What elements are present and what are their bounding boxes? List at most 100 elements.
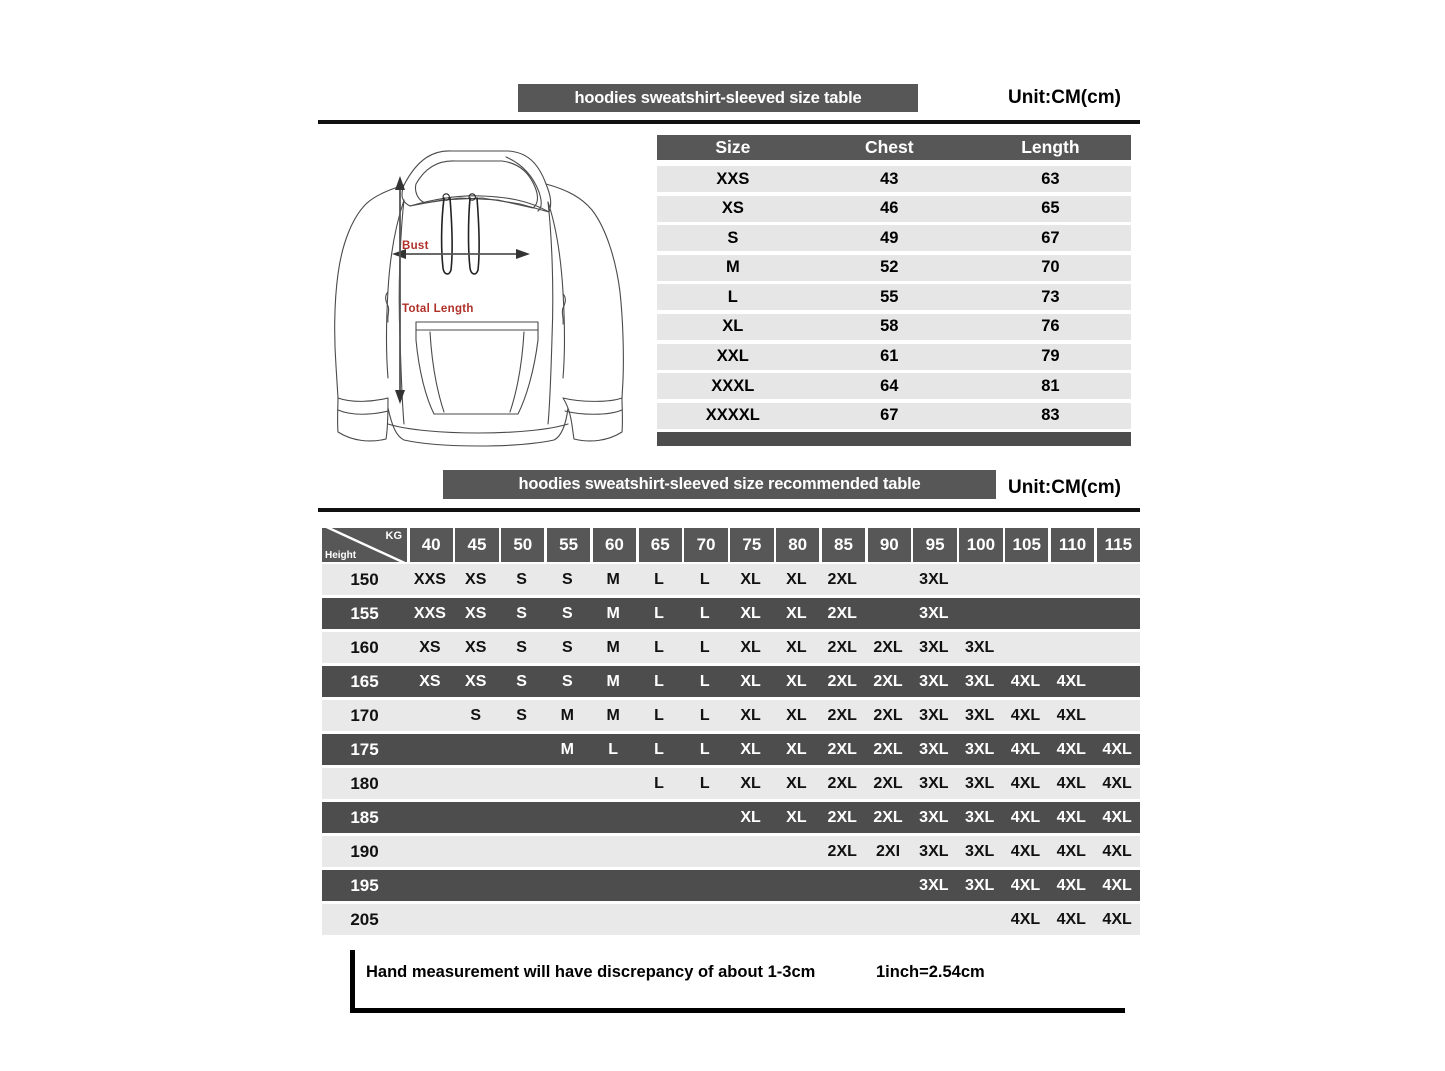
size-cell: 2XL <box>873 638 903 656</box>
size-cell: L <box>654 570 664 588</box>
size-cell: XL <box>740 774 761 792</box>
size-cell: S <box>562 570 573 588</box>
size-cell: 4XL <box>1056 706 1086 724</box>
corner-label-kg: KG <box>385 530 403 542</box>
size-cell: XL <box>740 570 761 588</box>
size-cell: 2XI <box>876 842 901 860</box>
size-cell: 4XL <box>1102 774 1132 792</box>
chest-cell: 64 <box>880 376 899 395</box>
size-cell: 2XL <box>873 808 903 826</box>
size-cell: 3XL <box>919 808 949 826</box>
size-cell: 3XL <box>964 740 995 758</box>
size-cell: L <box>654 672 664 690</box>
size-cell: 2XL <box>827 740 857 758</box>
recommended-row: 160 XS XS S S M L L XL XL 2XL 2XL 3XL 3XL <box>322 632 1140 663</box>
size-cell: XXXL <box>711 376 755 395</box>
section1-unit-label: Unit:CM(cm) <box>1008 87 1121 108</box>
weight-header-85: 85 <box>821 528 866 562</box>
size-cell: XL <box>740 706 761 724</box>
size-cell: 4XL <box>1056 808 1086 826</box>
section2-title-bar: hoodies sweatshirt-sleeved size recommen… <box>443 470 996 499</box>
height-label-175: 175 <box>350 739 379 759</box>
size-cell: 3XL <box>919 740 949 758</box>
size-cell: XL <box>722 317 744 336</box>
size-cell: XL <box>740 604 761 622</box>
table-row: XXS 43 63 <box>657 166 1131 192</box>
section2-title-text: hoodies sweatshirt-sleeved size recommen… <box>518 475 921 493</box>
size-cell: L <box>727 287 738 306</box>
weight-header-95: 95 <box>913 528 957 562</box>
length-cell: 83 <box>1041 406 1060 425</box>
size-cell: 2XL <box>827 638 857 656</box>
size-cell: 4XL <box>1102 808 1132 826</box>
recommended-row: 195 3XL 3XL 4XL 4XL 4XL <box>322 870 1140 901</box>
size-cell: XXS <box>413 570 446 588</box>
size-cell: XS <box>721 199 744 218</box>
size-cell: S <box>516 570 527 588</box>
column-header-size: Size <box>715 137 751 157</box>
size-cell: L <box>699 706 710 724</box>
height-label-180: 180 <box>350 773 379 793</box>
column-header-chest: Chest <box>864 137 914 157</box>
height-label-185: 185 <box>350 807 379 827</box>
size-cell: XL <box>786 672 807 690</box>
size-cell: 2XL <box>827 604 857 622</box>
size-table-header-row: Size Chest Length <box>657 135 1131 160</box>
weight-header-75: 75 <box>730 528 774 562</box>
length-cell: 76 <box>1041 317 1060 336</box>
table-row: XL 58 76 <box>657 313 1131 340</box>
size-cell: 3XL <box>919 774 949 792</box>
height-label-155: 155 <box>350 603 379 623</box>
table-row: S 49 67 <box>657 225 1131 252</box>
column-header-length: Length <box>1021 137 1080 157</box>
size-cell: 4XL <box>1056 740 1086 758</box>
size-table: Size Chest Length XXS 43 63 XS 46 65 S 49 67 M 52 7… <box>657 135 1131 447</box>
hoodie-illustration <box>330 140 630 452</box>
size-cell: XS <box>465 672 487 690</box>
size-cell: L <box>654 706 664 724</box>
bust-measure-label: Bust <box>402 240 429 252</box>
recommended-size-table: KG Height 40 45 50 55 60 65 70 75 80 85 90 95 100 105… <box>322 528 1140 938</box>
size-cell: S <box>516 672 527 690</box>
footer-note-text: Hand measurement will have discrepancy o… <box>366 963 816 981</box>
length-cell: 70 <box>1041 258 1060 277</box>
size-cell: 2XL <box>873 706 903 724</box>
length-cell: 65 <box>1041 199 1060 218</box>
height-label-160: 160 <box>350 637 379 657</box>
size-cell: 4XL <box>1056 876 1086 894</box>
table-row: M 52 70 <box>657 254 1131 281</box>
size-cell: XL <box>740 672 761 690</box>
size-cell: XL <box>786 740 807 758</box>
size-cell: L <box>699 672 710 690</box>
size-cell: XL <box>786 638 807 656</box>
size-cell: 3XL <box>964 774 995 792</box>
size-cell: XS <box>419 672 441 690</box>
recommended-row: 205 4XL 4XL 4XL <box>322 904 1140 935</box>
size-cell: 2XL <box>827 706 857 724</box>
size-cell: XS <box>419 638 441 656</box>
size-cell: L <box>608 740 619 758</box>
recommended-row: 170 S S M M L L XL XL 2XL 2XL 3XL 3XL 4XL 4XL <box>322 700 1140 731</box>
section1-title-text: hoodies sweatshirt-sleeved size table <box>574 88 862 107</box>
size-cell: 4XL <box>1102 876 1132 894</box>
size-cell: 2XL <box>873 672 903 690</box>
size-cell: XS <box>465 604 487 622</box>
section2-divider-rule <box>318 508 1140 512</box>
size-cell: XL <box>786 774 807 792</box>
height-label-205: 205 <box>350 909 379 929</box>
chest-cell: 46 <box>880 199 899 218</box>
size-cell: L <box>654 604 664 622</box>
size-cell: 4XL <box>1010 808 1041 826</box>
size-cell: S <box>562 638 573 656</box>
chest-cell: 52 <box>880 258 899 277</box>
size-cell: 3XL <box>964 808 995 826</box>
weight-header-90: 90 <box>867 528 911 562</box>
size-cell: 3XL <box>919 604 949 622</box>
weight-header-110: 110 <box>1050 528 1095 562</box>
weight-header-50: 50 <box>501 528 545 562</box>
size-cell: L <box>699 638 710 656</box>
size-cell: XXS <box>413 604 446 622</box>
height-label-150: 150 <box>350 569 379 589</box>
recommended-row: 185 XL XL 2XL 2XL 3XL 3XL 4XL 4XL 4XL <box>322 802 1140 833</box>
